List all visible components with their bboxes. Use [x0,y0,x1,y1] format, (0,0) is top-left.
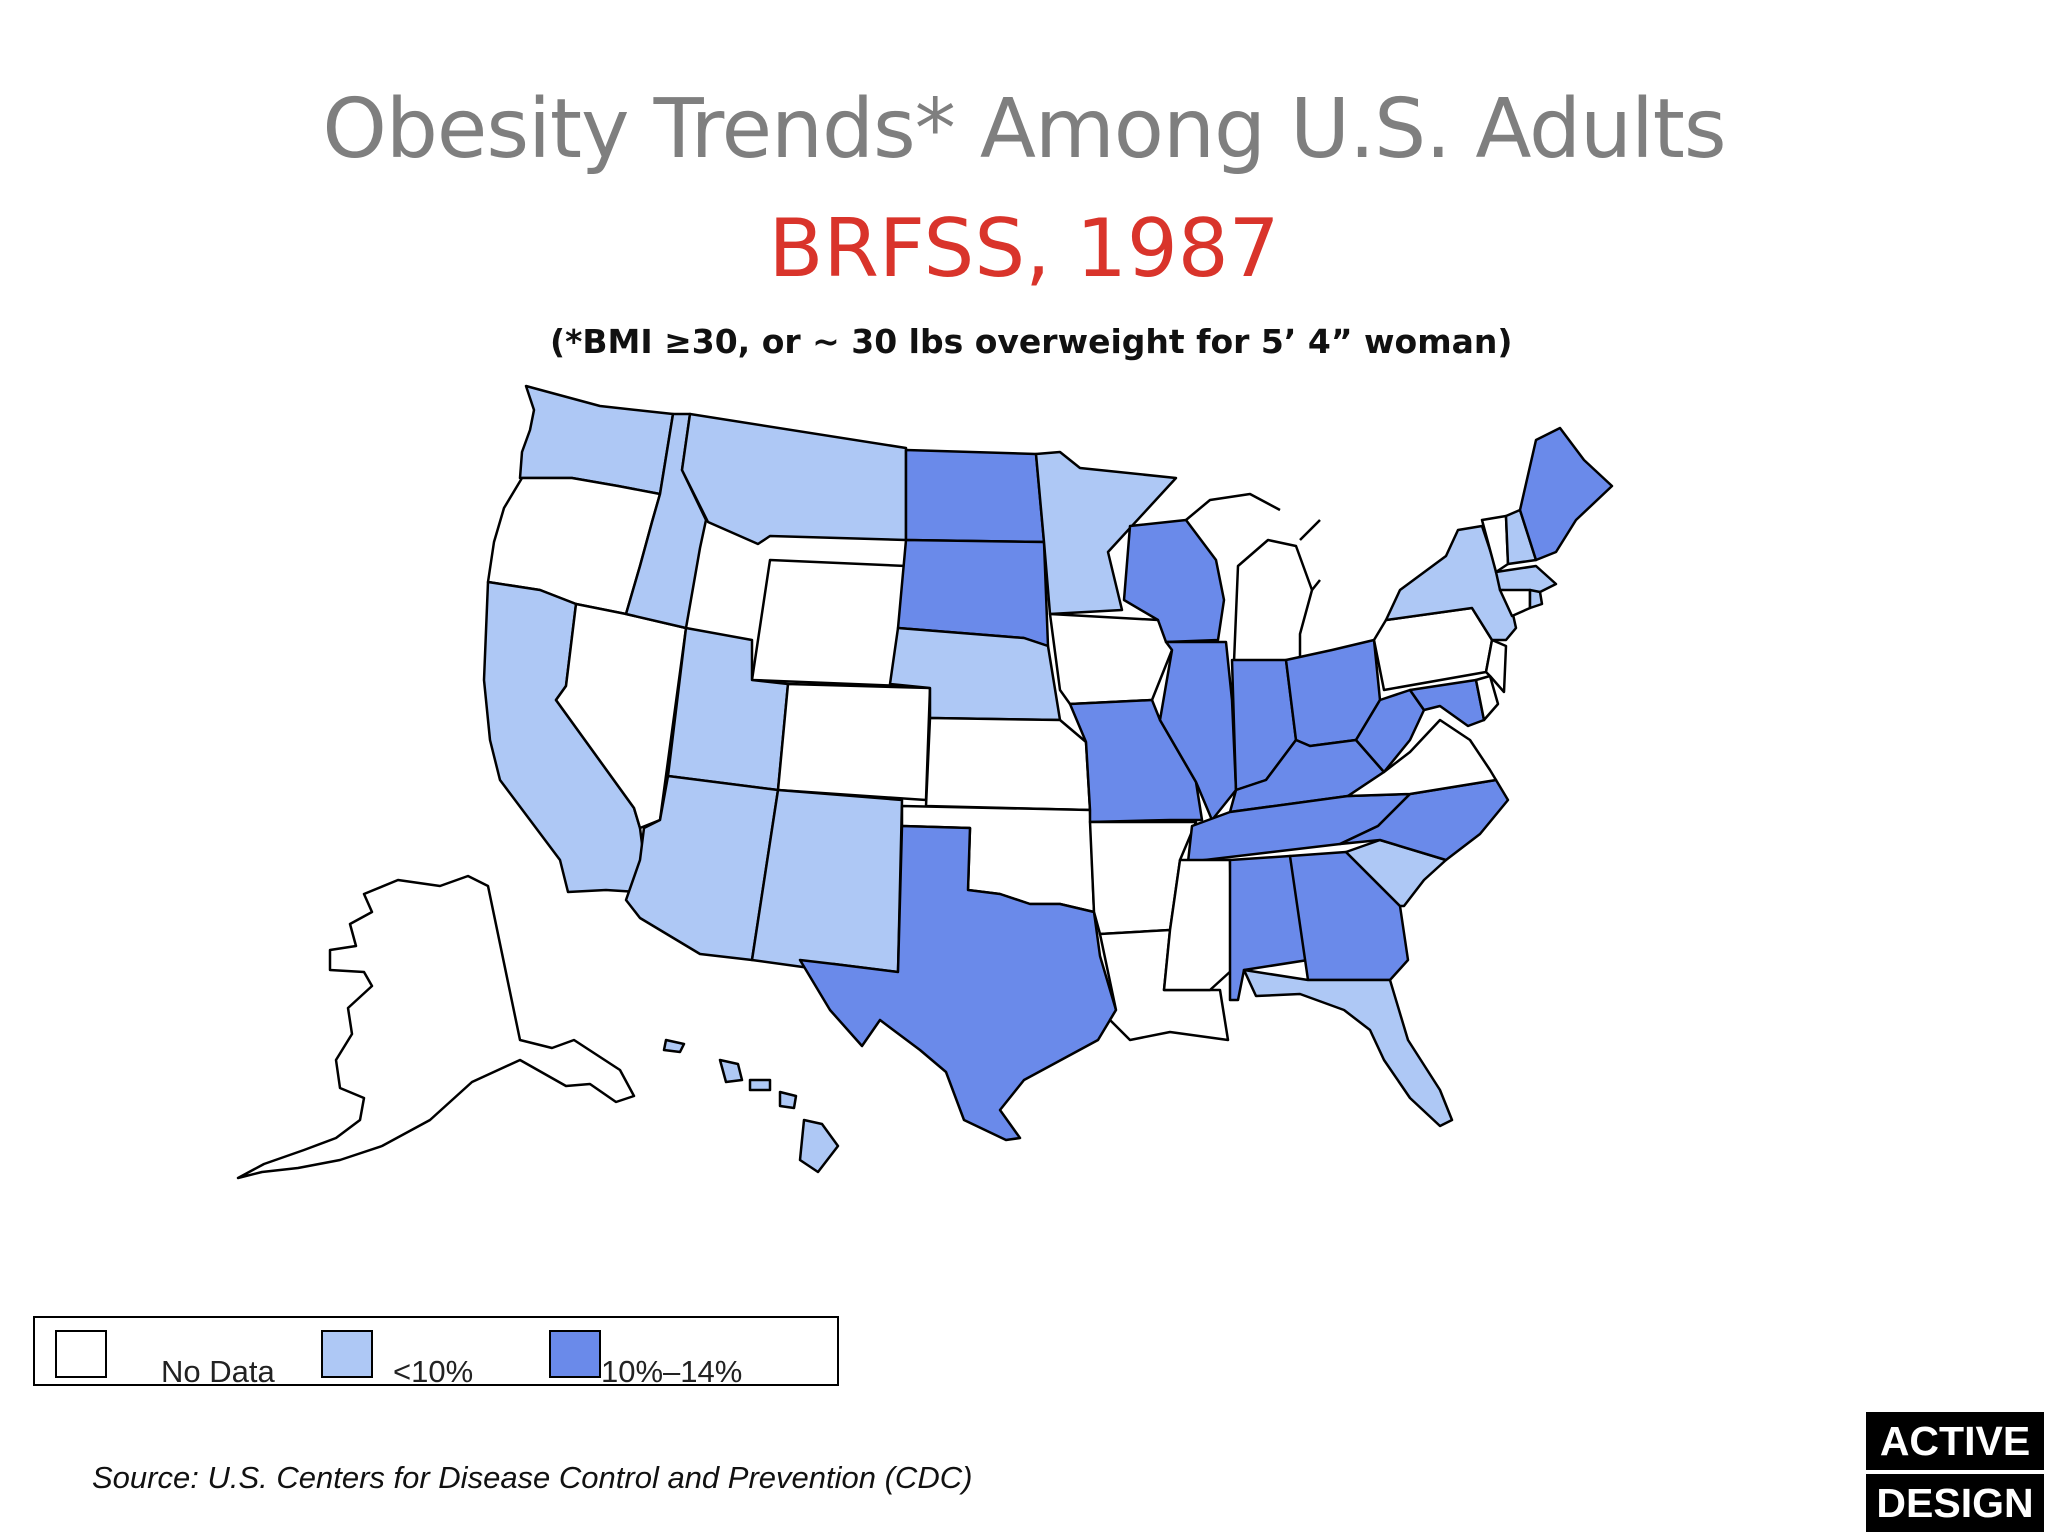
legend-label-10-14: 10%–14% [601,1354,743,1389]
state-mn [1034,450,1178,616]
legend-swatch-10-14 [549,1330,601,1378]
source-citation: Source: U.S. Centers for Disease Control… [92,1460,973,1495]
legend-swatch-lt10 [321,1330,373,1378]
logo-line-2: DESIGN [1876,1480,2034,1526]
state-nc [1338,778,1510,862]
great-lakes-shoreline [1185,492,1321,591]
state-nj [1484,638,1508,694]
bmi-footnote: (*BMI ≥30, or ~ 30 lbs overweight for 5’… [550,322,1513,361]
state-mi [1232,538,1314,664]
state-ma [1494,564,1558,594]
state-fl [1242,968,1454,1128]
state-ia [1048,612,1174,706]
state-wi [1122,518,1226,644]
state-mt [680,412,908,546]
state-wy [750,558,908,688]
state-hi-island-3 [748,1078,772,1092]
page-subtitle: BRFSS, 1987 [768,202,1280,295]
legend: No Data <10% 10%–14% [33,1316,839,1389]
legend-swatch-no-data [55,1330,107,1378]
active-design-logo: ACTIVE DESIGN [1866,1412,2044,1532]
state-hi-island-4 [778,1090,798,1110]
state-ri [1528,588,1544,610]
state-hi [798,1118,840,1174]
state-va [1346,718,1498,798]
state-tx [798,824,1118,1142]
state-ak [236,874,636,1180]
state-hi-island-2 [718,1058,744,1084]
state-co [776,682,932,802]
logo-line-1: ACTIVE [1879,1418,2031,1464]
state-hi-island-1 [662,1038,686,1054]
legend-label-lt10: <10% [393,1354,474,1389]
state-mo [1068,698,1204,824]
legend-label-no-data: No Data [161,1354,275,1389]
state-ks [924,716,1092,812]
state-me [1518,426,1614,562]
state-nm [750,788,904,974]
page-title: Obesity Trends* Among U.S. Adults [322,82,1726,177]
state-de [1474,674,1500,722]
state-nd [904,448,1046,544]
